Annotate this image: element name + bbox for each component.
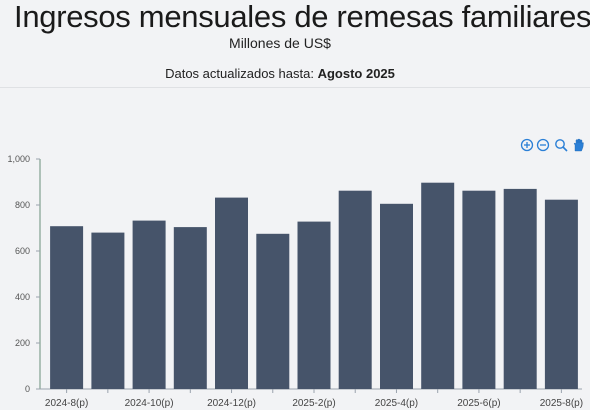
header-divider — [0, 87, 590, 88]
bar[interactable] — [338, 190, 372, 389]
update-prefix: Datos actualizados hasta: — [165, 66, 314, 81]
update-info: Datos actualizados hasta: Agosto 2025 — [0, 66, 560, 81]
bar[interactable] — [380, 203, 413, 389]
bar[interactable] — [173, 227, 207, 389]
page-subtitle: Millones de US$ — [229, 35, 331, 51]
zoom-out-icon[interactable] — [536, 138, 550, 152]
bar[interactable] — [132, 220, 166, 389]
bar[interactable] — [50, 226, 84, 389]
zoom-in-icon[interactable] — [520, 138, 534, 152]
x-tick-label: 2025-4(p) — [375, 398, 418, 409]
bar[interactable] — [544, 199, 578, 389]
bar[interactable] — [256, 233, 290, 390]
y-tick-label: 1,000 — [7, 154, 30, 164]
bar[interactable] — [215, 197, 248, 389]
y-tick-label: 600 — [15, 246, 30, 256]
chart-labels: 0 200 400 600 800 1,000 2024-8(p) 2024-10(p) 202… — [7, 154, 583, 409]
x-tick-label: 2025-2(p) — [292, 398, 335, 409]
x-tick-label: 2025-6(p) — [457, 398, 500, 409]
update-date: Agosto 2025 — [317, 66, 395, 81]
y-tick-label: 800 — [15, 200, 30, 210]
zoom-magnifier-icon[interactable] — [554, 138, 568, 152]
bar[interactable] — [503, 188, 537, 389]
x-tick-label: 2024-10(p) — [125, 398, 174, 409]
page-title: Ingresos mensuales de remesas familiares — [14, 0, 590, 34]
y-tick-label: 400 — [15, 292, 30, 302]
pan-hand-icon[interactable] — [571, 138, 585, 152]
x-tick-label: 2024-8(p) — [45, 398, 88, 409]
y-tick-label: 0 — [25, 384, 30, 394]
bar[interactable] — [421, 182, 455, 389]
bar[interactable] — [297, 221, 331, 389]
chart-bars — [50, 182, 578, 390]
bar[interactable] — [462, 190, 496, 389]
bar[interactable] — [91, 232, 125, 389]
y-tick-label: 200 — [15, 338, 30, 348]
x-tick-label: 2025-8(p) — [540, 398, 583, 409]
x-tick-label: 2024-12(p) — [207, 398, 256, 409]
chart-toolbar — [518, 138, 588, 154]
